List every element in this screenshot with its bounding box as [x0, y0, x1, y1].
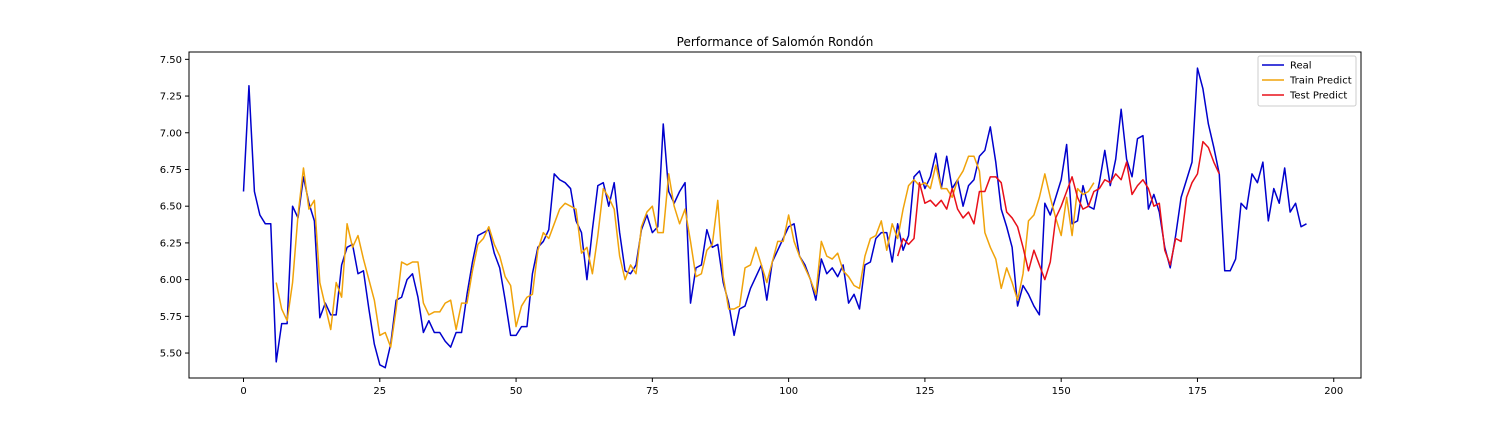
chart-title: Performance of Salomón Rondón	[677, 35, 874, 49]
x-tick-label: 75	[646, 386, 659, 397]
y-tick-label: 6.75	[160, 165, 182, 176]
y-axis: 5.50 5.75 6.00 6.25 6.50 6.75 7.00 7.25 7.50	[160, 55, 189, 360]
series-line-train-predict	[275, 155, 1095, 348]
legend-label-train-predict: Train Predict	[1289, 76, 1352, 87]
y-tick-label: 5.50	[160, 349, 182, 360]
plot-area-frame	[188, 51, 1362, 379]
x-tick-label: 175	[1188, 386, 1207, 397]
x-tick-label: 0	[240, 386, 246, 397]
x-tick-label: 150	[1052, 386, 1071, 397]
legend-label-real: Real	[1290, 61, 1312, 72]
x-tick-label: 50	[510, 386, 523, 397]
y-tick-label: 7.00	[160, 128, 182, 139]
legend-box	[1257, 55, 1357, 107]
legend-label-test-predict: Test Predict	[1289, 91, 1347, 102]
y-tick-label: 7.25	[160, 92, 182, 103]
y-tick-label: 5.75	[160, 312, 182, 323]
series-layer	[242, 67, 1307, 369]
series-line-test-predict	[896, 140, 1220, 281]
y-tick-label: 6.50	[160, 202, 182, 213]
legend: Real Train Predict Test Predict	[1257, 55, 1357, 107]
x-axis: 0 25 50 75 100 125 150 175 200	[240, 378, 1343, 397]
y-tick-label: 6.00	[160, 275, 182, 286]
series-line-real	[242, 67, 1307, 369]
x-tick-label: 25	[373, 386, 386, 397]
y-tick-label: 7.50	[160, 55, 182, 66]
x-tick-label: 100	[779, 386, 798, 397]
x-tick-label: 125	[915, 386, 934, 397]
y-tick-label: 6.25	[160, 238, 182, 249]
x-tick-label: 200	[1324, 386, 1343, 397]
